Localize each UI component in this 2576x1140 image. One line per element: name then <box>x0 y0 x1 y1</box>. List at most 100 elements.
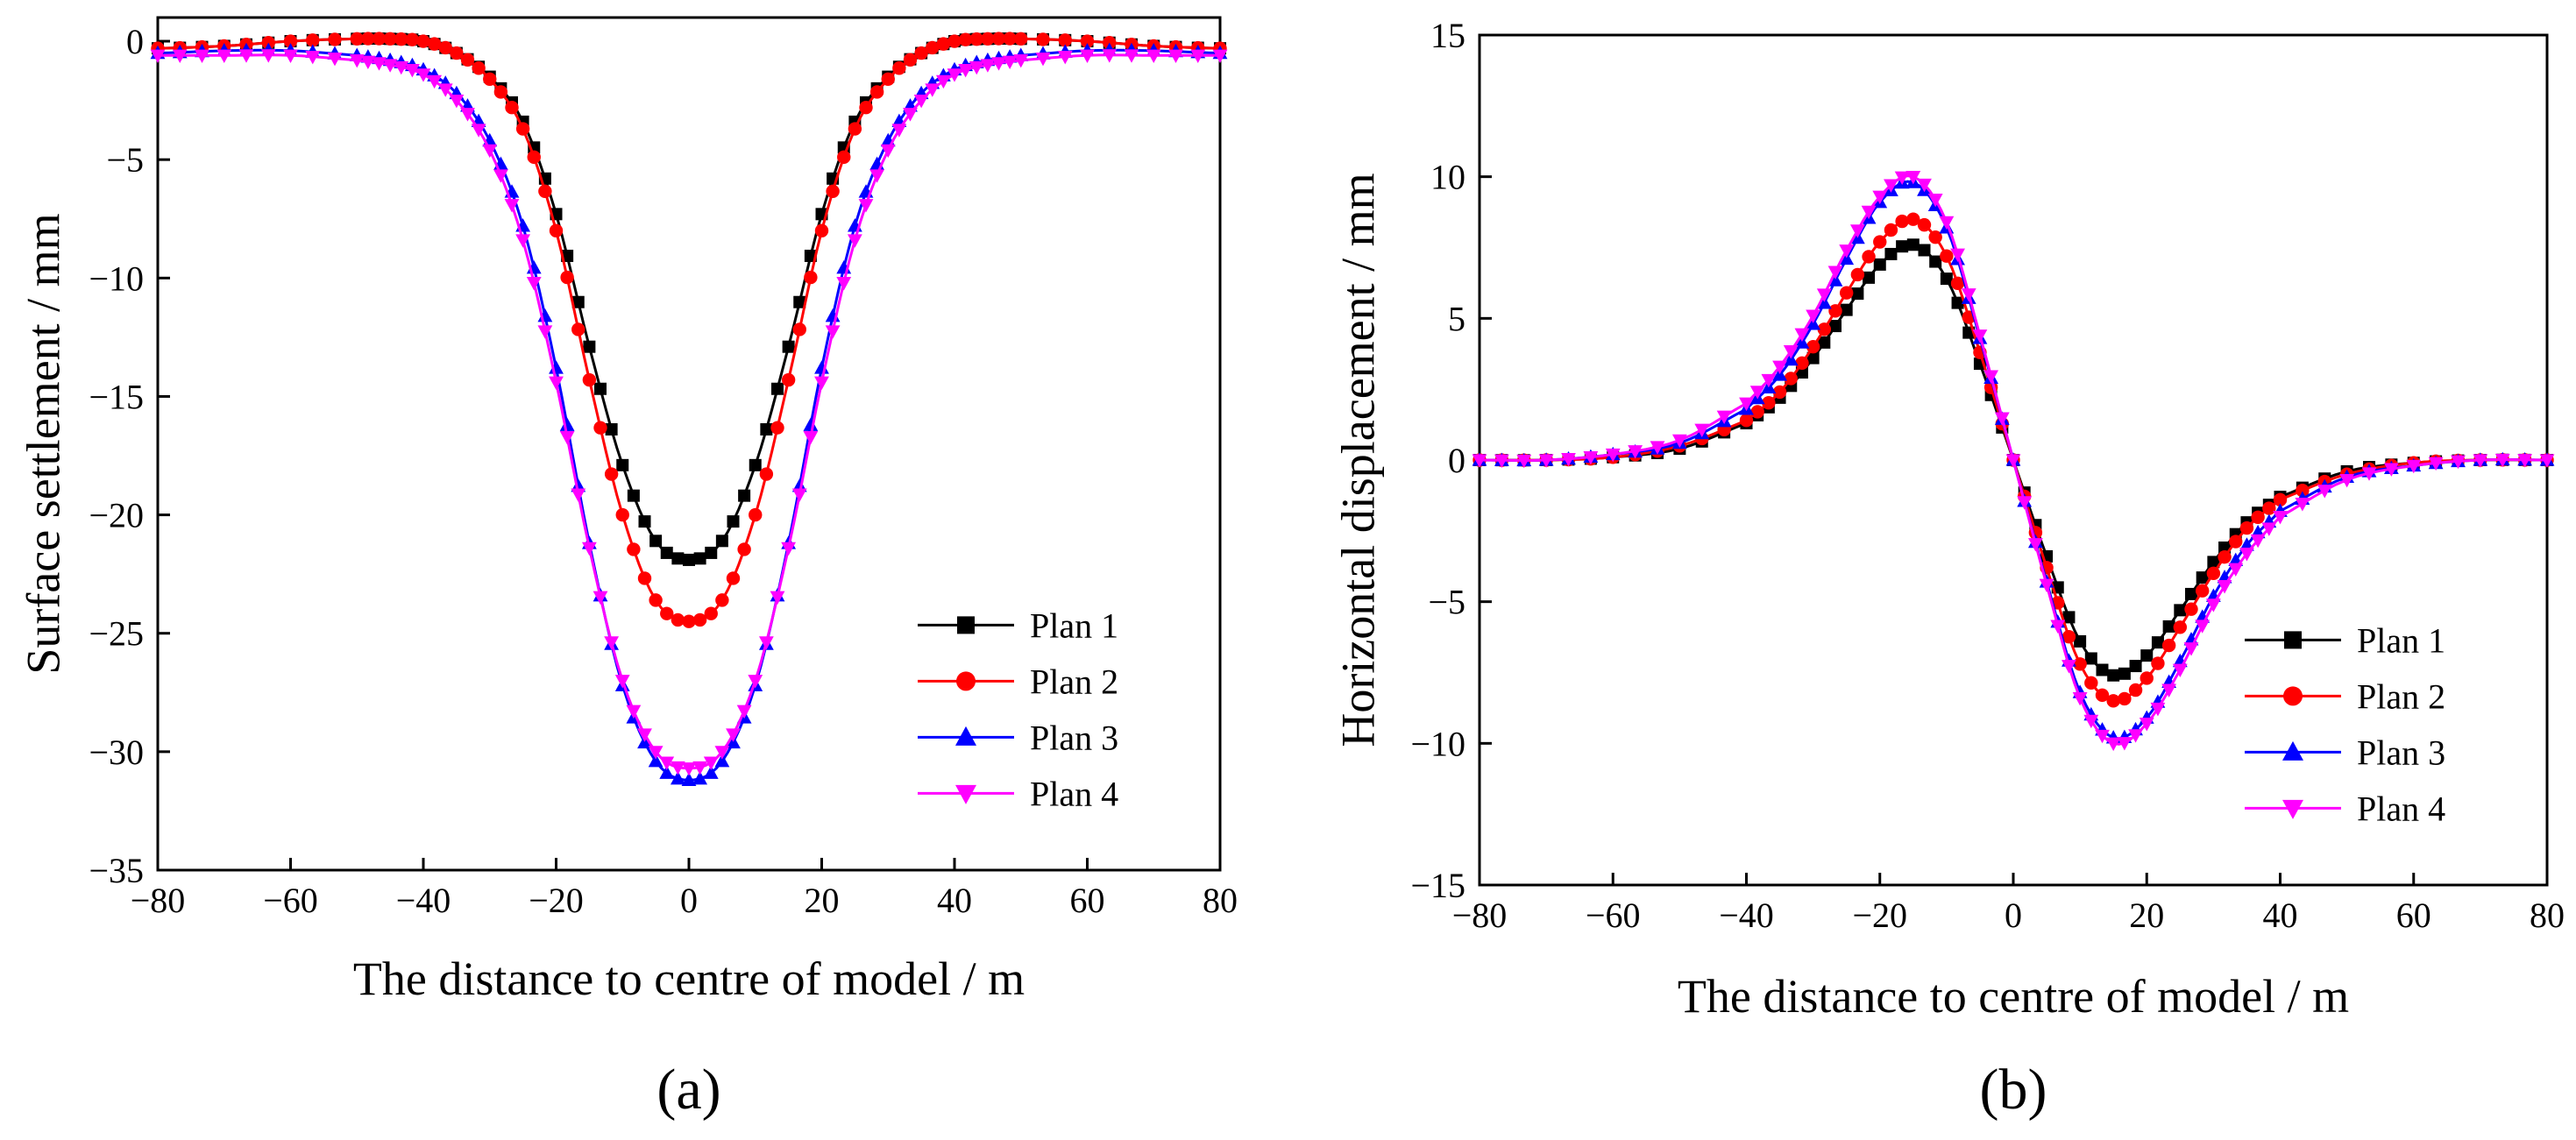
data-point <box>991 32 1006 46</box>
data-point <box>394 32 408 46</box>
y-tick-label: 10 <box>1430 158 1465 197</box>
data-point <box>504 199 520 213</box>
x-tick-label: 60 <box>1070 881 1105 920</box>
data-point <box>1929 255 1942 268</box>
data-point <box>891 124 907 138</box>
data-point <box>758 636 774 650</box>
data-point <box>903 53 918 67</box>
x-tick-label: −80 <box>131 881 186 920</box>
legend: Plan 1 Plan 2 Plan 3 Plan 4 <box>2245 620 2445 828</box>
data-point <box>538 184 552 199</box>
data-point <box>1190 49 1206 63</box>
data-point <box>737 542 751 556</box>
data-point <box>1146 49 1161 63</box>
data-point <box>804 270 818 285</box>
data-point <box>727 515 740 528</box>
data-point <box>527 150 541 165</box>
data-point <box>394 60 409 75</box>
data-point <box>1794 335 1810 349</box>
x-tick-label: 60 <box>2396 896 2431 935</box>
data-point <box>549 223 564 237</box>
data-point <box>2084 652 2097 665</box>
data-point <box>1605 448 1621 463</box>
data-point <box>2217 580 2232 594</box>
data-point <box>238 49 254 63</box>
data-point <box>2118 667 2131 680</box>
legend: Plan 1 Plan 2 Plan 3 Plan 4 <box>918 605 1118 813</box>
data-point <box>947 34 962 48</box>
data-point <box>1783 345 1799 359</box>
data-point <box>881 72 895 86</box>
data-point <box>1950 276 1965 291</box>
data-point <box>2105 737 2121 752</box>
data-point <box>760 422 773 435</box>
data-point <box>958 64 974 78</box>
data-point <box>616 458 629 471</box>
data-point <box>450 46 464 60</box>
data-point <box>858 199 874 213</box>
data-point <box>1829 320 1842 333</box>
data-point <box>2140 649 2154 662</box>
data-point <box>560 270 574 285</box>
x-tick-label: −20 <box>529 881 584 920</box>
data-point <box>1057 50 1073 65</box>
data-point <box>1895 214 1909 229</box>
data-point <box>1561 453 1576 467</box>
data-point <box>880 144 896 159</box>
data-point <box>947 68 962 82</box>
data-point <box>526 277 542 291</box>
data-point <box>1058 33 1072 47</box>
data-point <box>1994 412 2010 426</box>
data-point <box>1739 414 1754 428</box>
data-point <box>349 54 365 68</box>
data-point <box>615 507 629 522</box>
data-point <box>892 61 906 75</box>
x-tick-label: 40 <box>2263 896 2298 935</box>
legend-label: Plan 2 <box>2357 676 2445 716</box>
data-point <box>980 59 996 73</box>
series-plan-4 <box>150 49 1228 776</box>
data-point <box>1818 336 1831 349</box>
data-point <box>836 277 852 291</box>
data-point <box>594 382 607 395</box>
chart-b: −80 −60 −40 −20 0 20 40 60 80 15 10 5 0 −5 −10 −15 Plan… <box>1331 16 2565 1122</box>
data-point <box>2161 683 2177 697</box>
data-point <box>383 32 397 46</box>
data-point <box>1080 34 1095 48</box>
data-point <box>1003 32 1017 46</box>
data-point <box>1762 396 1776 410</box>
data-point <box>969 60 984 75</box>
y-tick-label: 5 <box>1448 299 1465 338</box>
data-point <box>648 753 664 768</box>
data-point <box>1906 238 1920 251</box>
data-point <box>2095 729 2110 744</box>
data-point <box>814 376 829 390</box>
data-point <box>2151 656 2165 670</box>
data-point <box>1516 454 1532 469</box>
x-tick-label: −60 <box>1586 896 1641 935</box>
data-point <box>2162 620 2175 633</box>
y-tick-label: −25 <box>89 614 144 654</box>
legend-item: Plan 2 <box>2245 676 2445 716</box>
data-point <box>1851 287 1864 301</box>
data-point <box>703 756 719 770</box>
data-point <box>1894 171 1910 186</box>
data-point <box>2196 571 2209 584</box>
data-point <box>581 542 597 556</box>
y-tick-label: −15 <box>1410 866 1465 905</box>
data-point <box>2050 620 2066 634</box>
legend-marker <box>955 726 976 746</box>
legend-label: Plan 3 <box>1030 718 1118 757</box>
data-point <box>515 122 530 136</box>
legend-item: Plan 1 <box>918 605 1118 645</box>
data-point <box>2117 737 2132 751</box>
data-point <box>150 49 166 63</box>
data-point <box>1080 49 1095 63</box>
data-point <box>559 417 575 431</box>
data-point <box>692 612 707 627</box>
data-point <box>793 295 806 308</box>
data-point <box>2027 538 2043 552</box>
data-point <box>749 458 762 471</box>
data-point <box>515 234 531 248</box>
data-point <box>2206 566 2221 581</box>
